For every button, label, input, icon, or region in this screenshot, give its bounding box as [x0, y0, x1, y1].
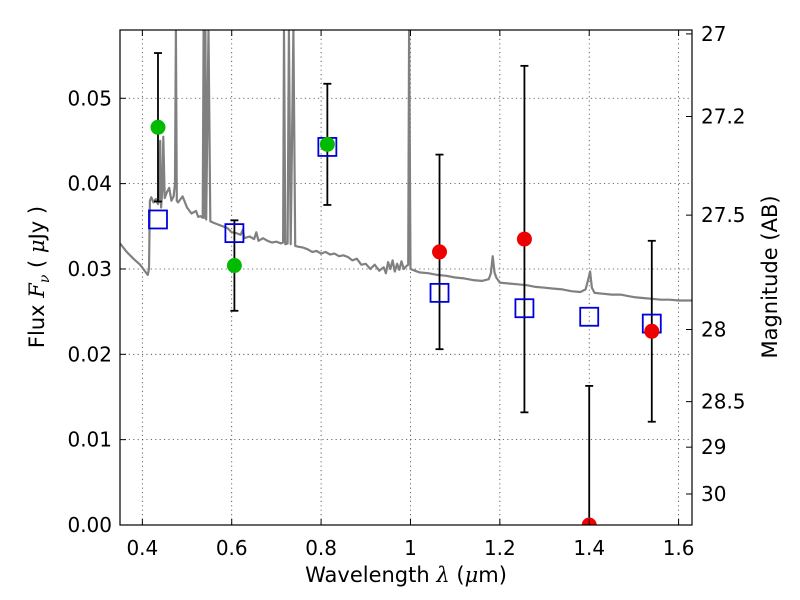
y2-axis-label: Magnitude (AB)	[758, 195, 782, 358]
observed-upper-limit-point	[644, 323, 660, 339]
model-photometry-layer	[148, 137, 662, 334]
y2-tick-label: 27.2	[701, 105, 746, 129]
x-axis-label: Wavelength λ (μm)	[305, 563, 507, 587]
observed-detection-point	[319, 136, 335, 152]
x-tick-label: 0.6	[216, 536, 248, 560]
errorbar-layer	[153, 52, 656, 525]
model-photometry-square	[429, 282, 450, 303]
model-photometry-square	[224, 223, 245, 244]
y-tick-label: 0.04	[67, 172, 112, 196]
y-tick-label: 0.00	[67, 513, 112, 537]
observed-upper-limit-point	[516, 231, 532, 247]
observed-detection-point	[150, 119, 166, 135]
x-tick-label: 0.4	[126, 536, 158, 560]
plot-frame	[119, 29, 693, 526]
y2-tick-label: 29	[701, 435, 726, 459]
y2-tick-label: 28.5	[701, 390, 746, 414]
model-photometry-square	[148, 209, 168, 230]
model-photometry-square	[514, 298, 535, 319]
y-axis-label: Flux Fν ( μJy )	[25, 206, 53, 348]
y2-tick-label: 27	[701, 22, 726, 46]
axis-ticks: 0.4 0.6 0.8 1 1.2 1.4 1.6 0.00 0.01 0.02 0.03 0.04 0…	[67, 22, 745, 560]
y2-tick-label: 27.5	[701, 203, 746, 227]
x-tick-label: 1.6	[663, 536, 695, 560]
model-spectrum-layer	[120, 30, 692, 302]
y-tick-label: 0.05	[67, 86, 112, 110]
x-tick-label: 1.4	[573, 536, 605, 560]
y2-tick-label: 28	[701, 317, 726, 341]
x-tick-label: 0.8	[305, 536, 337, 560]
y-tick-label: 0.03	[67, 257, 112, 281]
x-tick-label: 1	[404, 536, 417, 560]
y2-tick-label: 30	[701, 482, 726, 506]
observed-upper-limit-point	[432, 244, 448, 260]
y-tick-label: 0.01	[67, 428, 112, 452]
observed-detection-point	[226, 258, 242, 274]
x-tick-label: 1.2	[484, 536, 516, 560]
y-tick-label: 0.02	[67, 342, 112, 366]
model-photometry-square	[579, 306, 600, 327]
model-spectrum-line	[120, 30, 692, 302]
